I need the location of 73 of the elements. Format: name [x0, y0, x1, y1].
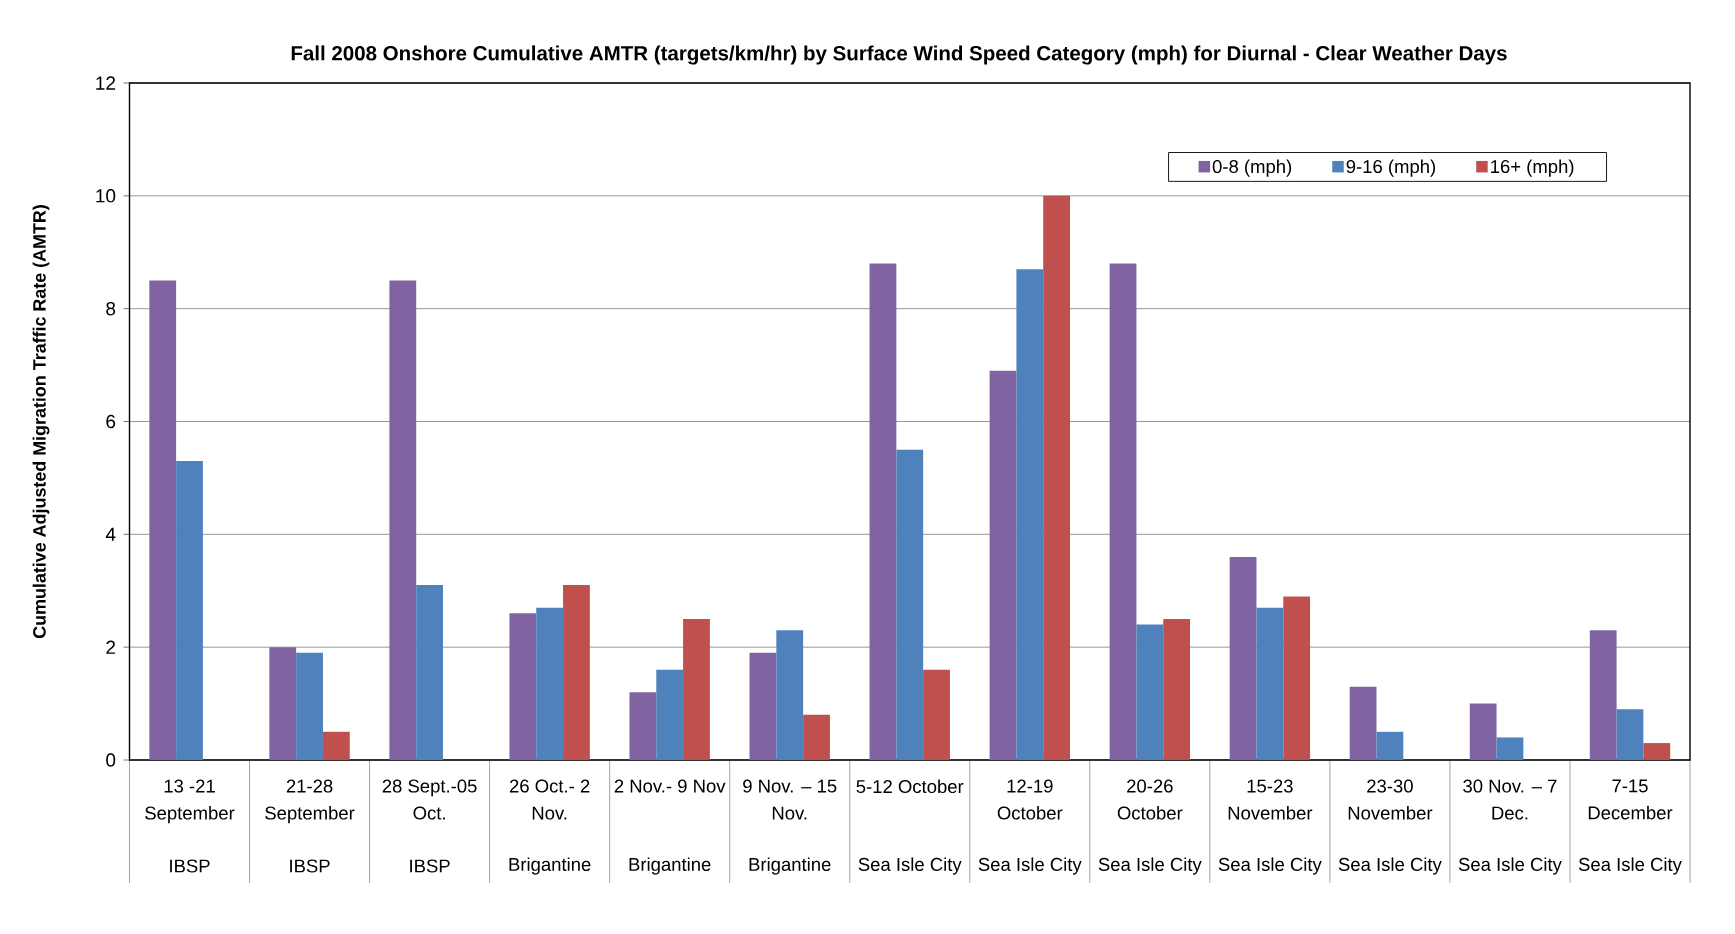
text: Sea Isle City	[858, 857, 962, 875]
text: Sea Isle City	[978, 857, 1082, 875]
bar	[1616, 709, 1644, 760]
x-tick-label: 12-19 October	[997, 779, 1063, 820]
text: Sea Isle City	[1458, 857, 1562, 875]
bar	[776, 630, 804, 760]
text: IBSP	[290, 859, 330, 873]
bar	[1349, 686, 1377, 760]
bar	[1163, 618, 1191, 760]
y-tick-label: 10	[96, 189, 116, 203]
bar	[149, 280, 177, 760]
bar	[509, 613, 537, 760]
y-tick-label: 6	[106, 414, 116, 429]
bar	[1136, 624, 1164, 760]
bar	[1376, 731, 1404, 760]
bar	[1229, 556, 1257, 760]
bar	[1109, 263, 1137, 760]
x-tick-label: 15-23 November	[1228, 779, 1313, 820]
text: Brigantine	[629, 857, 711, 875]
bar	[896, 449, 924, 760]
bar	[536, 607, 564, 760]
bar	[1589, 630, 1617, 760]
bar	[989, 370, 1017, 760]
bar	[1496, 737, 1524, 760]
bar	[389, 280, 417, 760]
bar	[656, 669, 684, 760]
text: Brigantine	[509, 857, 591, 875]
bar	[176, 460, 203, 760]
bar	[322, 731, 350, 760]
bar	[1643, 743, 1671, 760]
bar	[1283, 596, 1311, 760]
text: Sea Isle City	[1338, 857, 1442, 875]
x-tick-label: 23-30 November	[1348, 779, 1433, 820]
legend-label: 9-16 (mph)	[1346, 159, 1436, 177]
text: Sea Isle City	[1098, 857, 1202, 875]
legend-label: 0-8 (mph)	[1212, 159, 1292, 177]
x-tick-label: 5-12 October	[856, 779, 964, 794]
x-tick-label: 2 Nov.- 9 Nov	[614, 779, 726, 793]
chart-title: Fall 2008 Onshore Cumulative AMTR (targets/km/hr) by Surface Wind Speed Category (mph) for Diurnal - Clear Weather Days	[291, 45, 1507, 65]
bar	[749, 652, 777, 760]
bar	[269, 647, 297, 760]
x-tick-label: 7-15 December	[1588, 779, 1673, 820]
x-tick-label: 20-26 October	[1117, 779, 1183, 820]
text: Brigantine	[749, 857, 831, 875]
bar	[683, 618, 710, 760]
x-tick-label: 9 Nov. – 15 Nov.	[743, 779, 837, 820]
x-tick-label: 26 Oct.- 2 Nov.	[509, 779, 590, 820]
text: Sea Isle City	[1218, 857, 1322, 875]
bar	[1256, 607, 1284, 760]
x-tick-label: 30 Nov. – 7 Dec.	[1463, 779, 1557, 820]
bar	[1469, 703, 1497, 760]
bar	[296, 652, 323, 760]
bar	[1016, 269, 1044, 760]
y-tick-label: 12	[96, 76, 116, 90]
bar	[1043, 195, 1070, 760]
y-tick-label: 4	[105, 527, 116, 541]
x-tick-label: 21-28 September	[265, 779, 355, 824]
y-tick-label: 8	[106, 301, 116, 316]
bar	[869, 263, 897, 760]
text: IBSP	[170, 859, 210, 873]
bar	[563, 585, 590, 760]
bar	[803, 714, 830, 760]
bar	[416, 585, 443, 760]
bar	[923, 669, 950, 760]
y-tick-label: 2	[106, 640, 116, 654]
text: Sea Isle City	[1578, 857, 1682, 875]
x-tick-label: 13 -21 September	[145, 779, 235, 824]
x-tick-label: 28 Sept.-05 Oct.	[382, 779, 477, 820]
text: IBSP	[410, 859, 450, 873]
y-tick-label: 0	[106, 753, 116, 767]
y-axis-title: Cumulative Adjusted Migration Traffic Rate (AMTR)	[32, 205, 50, 639]
bar	[629, 692, 657, 760]
legend-label: 16+ (mph)	[1491, 159, 1574, 177]
